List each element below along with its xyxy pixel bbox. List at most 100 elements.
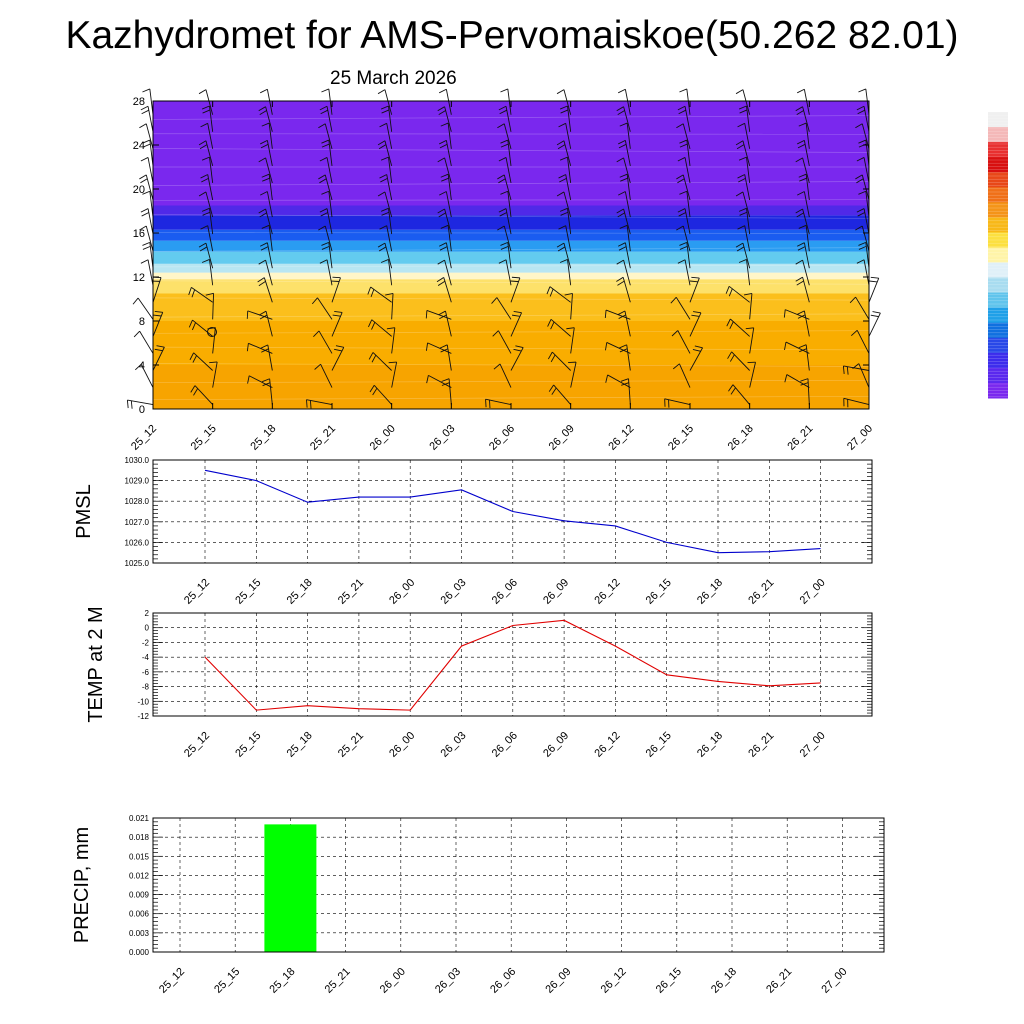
- wind-barb-feather: [677, 208, 686, 213]
- wind-barb-feather: [727, 351, 732, 359]
- wind-barb: [444, 260, 452, 286]
- wind-barb: [684, 157, 691, 184]
- y-tick-label: 1029.0: [125, 477, 150, 486]
- wind-barb-feather: [556, 89, 565, 95]
- wind-barb-feather: [738, 207, 747, 212]
- wind-barb-feather: [619, 344, 627, 349]
- wind-barb-feather: [209, 361, 218, 364]
- wind-barb: [742, 89, 751, 115]
- wind-barb-feather: [566, 327, 575, 330]
- wind-barb: [786, 374, 810, 388]
- wind-barb-feather: [856, 105, 865, 111]
- wind-barb: [266, 89, 273, 115]
- wind-barb-feather: [437, 157, 445, 163]
- colorbar-swatch: [988, 217, 1008, 233]
- wind-barb-feather: [500, 139, 509, 144]
- wind-barb-feather: [604, 309, 607, 319]
- x-tick-label: 26_12: [592, 577, 622, 607]
- wind-barb-feather: [560, 109, 569, 114]
- wind-barb-feather: [513, 311, 522, 314]
- wind-barb: [785, 309, 810, 320]
- wind-barb-feather: [140, 157, 149, 162]
- wind-barb-feather: [796, 212, 804, 218]
- wind-barb-feather: [855, 123, 863, 129]
- wind-barb-feather: [378, 144, 387, 150]
- wind-barb: [744, 123, 751, 149]
- wind-barb-feather: [379, 174, 387, 179]
- y-tick-label: 1026.0: [125, 538, 150, 547]
- wind-barb-feather: [319, 178, 327, 184]
- wind-barb-feather: [799, 177, 807, 182]
- wind-barb: [570, 293, 573, 320]
- wind-barb-feather: [559, 178, 567, 183]
- wind-barb: [328, 88, 333, 115]
- wind-barb-feather: [368, 352, 374, 360]
- wind-barb-feather: [440, 173, 449, 178]
- wind-barb-feather: [846, 366, 849, 375]
- wind-barb-feather: [380, 259, 389, 263]
- wind-barb-feather: [619, 224, 628, 229]
- wind-barb-feather: [320, 109, 329, 115]
- y-tick-label: 0: [139, 404, 145, 416]
- x-tick-label: 26_09: [547, 423, 577, 453]
- wind-barb: [565, 225, 572, 252]
- x-tick-label: 27_00: [798, 577, 828, 607]
- wind-barb-feather: [260, 191, 268, 196]
- wind-barb-feather: [139, 123, 147, 129]
- wind-barb: [328, 191, 333, 218]
- wind-barb-feather: [511, 314, 521, 317]
- wind-barb-feather: [499, 212, 508, 217]
- wind-barb-feather: [550, 321, 555, 330]
- wind-barb-feather: [500, 190, 509, 195]
- wind-barb-feather: [314, 363, 321, 370]
- wind-barb: [624, 191, 631, 218]
- wind-barb-feather: [492, 330, 499, 337]
- wind-barb-feather: [500, 143, 509, 148]
- wind-barb-feather: [309, 400, 312, 409]
- x-tick-label: 26_21: [764, 966, 794, 996]
- wind-barb-feather: [257, 277, 265, 283]
- wind-barb: [205, 89, 214, 115]
- wind-barb: [391, 327, 396, 354]
- field-band: [153, 240, 869, 252]
- wind-barb: [624, 89, 631, 115]
- wind-barb-feather: [191, 289, 196, 298]
- wind-barb-feather: [377, 242, 386, 248]
- wind-barb-feather: [246, 343, 249, 352]
- wind-barb: [318, 330, 333, 354]
- x-tick-label: 26_18: [695, 577, 725, 607]
- wind-barb: [207, 123, 214, 149]
- wind-barb-feather: [743, 293, 753, 296]
- wind-barb-feather: [795, 208, 803, 214]
- field-band: [153, 279, 869, 294]
- wind-barb-feather: [558, 122, 566, 128]
- wind-barb-feather: [855, 225, 863, 231]
- y-tick-label: 0.006: [129, 910, 150, 919]
- wind-barb: [570, 362, 577, 388]
- y-tick-label: -4: [142, 653, 150, 662]
- wind-barb: [145, 123, 154, 149]
- wind-barb-feather: [262, 177, 270, 182]
- wind-barb-feather: [439, 344, 448, 349]
- colorbar-swatch: [988, 367, 1008, 384]
- wind-barb-feather: [499, 109, 508, 115]
- wind-barb-feather: [737, 122, 745, 128]
- wind-barb-feather: [550, 354, 556, 363]
- wind-barb: [606, 342, 631, 354]
- x-tick-label: 26_09: [541, 730, 571, 760]
- x-tick-label: 26_09: [543, 966, 573, 996]
- wind-barb: [684, 259, 691, 286]
- wind-barb-feather: [381, 211, 390, 216]
- wind-barb-feather: [677, 105, 686, 111]
- wind-barb-feather: [679, 245, 688, 250]
- wind-barb: [865, 88, 870, 115]
- y-tick-label: 0.000: [129, 948, 150, 957]
- wind-barb: [209, 259, 214, 286]
- wind-barb-feather: [321, 88, 330, 93]
- wind-barb-feather: [858, 88, 867, 93]
- wind-barb-feather: [735, 89, 744, 95]
- wind-barb-feather: [738, 105, 747, 110]
- wind-barb-feather: [259, 212, 267, 218]
- wind-barb-feather: [798, 173, 807, 178]
- wind-barb-feather: [500, 245, 509, 250]
